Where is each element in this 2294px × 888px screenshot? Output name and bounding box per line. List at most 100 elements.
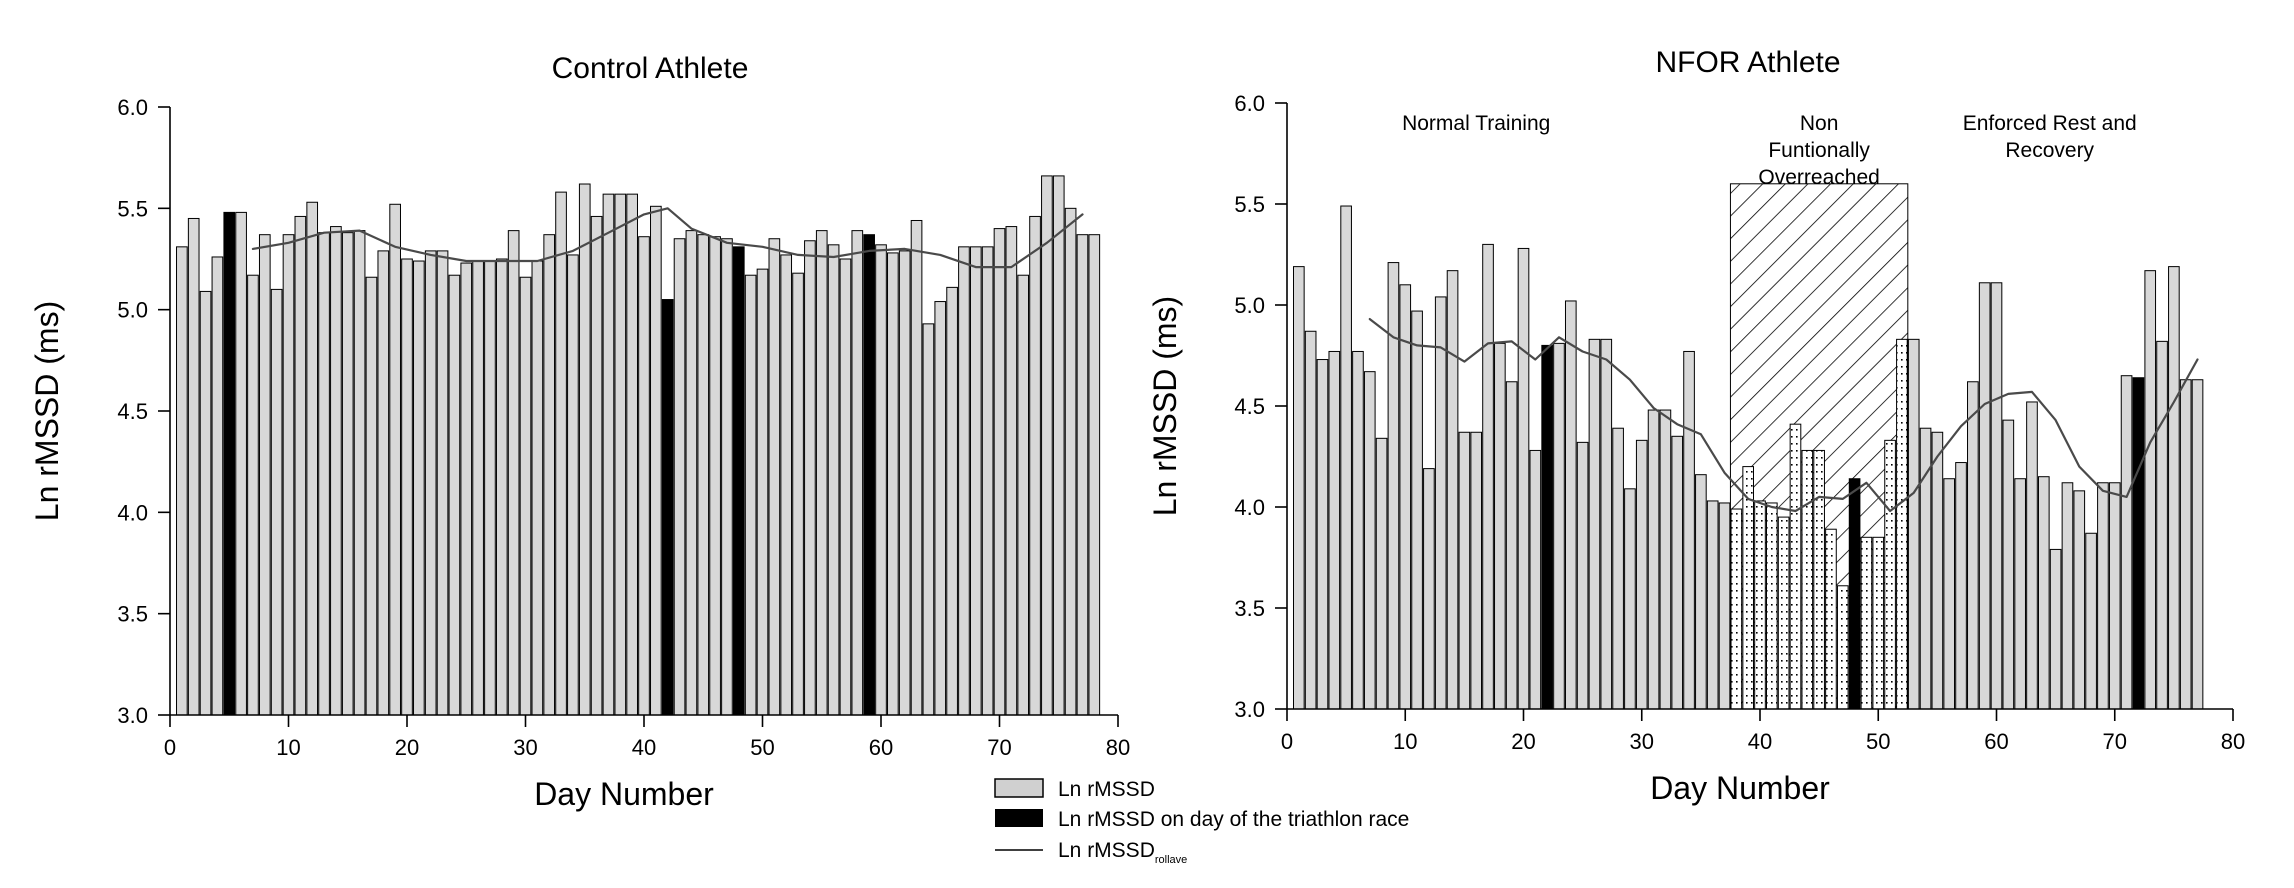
- bar: [1076, 234, 1089, 716]
- bar: [1600, 338, 1613, 710]
- control-athlete-chart: 0 10 20 30 40 50 60 70 80 3.0 3.5 4.0 4.5 5.0 5.5 6.0 Co…: [29, 52, 1130, 812]
- x-tick-label: 0: [164, 735, 176, 760]
- bar: [578, 183, 591, 716]
- bar: [1375, 437, 1388, 710]
- bar: [626, 193, 638, 716]
- x-tick-label: 40: [632, 735, 656, 760]
- bar: [697, 234, 710, 716]
- bar: [910, 219, 923, 716]
- bar: [1304, 330, 1317, 710]
- y-tick-label: 4.0: [1234, 495, 1265, 520]
- phase-label: Funtionally: [1768, 139, 1870, 162]
- y-tick-label: 5.0: [1234, 293, 1265, 318]
- bar: [1683, 350, 1695, 710]
- bar: [1470, 431, 1483, 710]
- y-tick-label: 6.0: [1234, 91, 1265, 116]
- bar: [2061, 482, 2074, 710]
- nfor-athlete-chart: 0 10 20 30 40 50 60 70 80 3.0 3.5 4.0 4.5 5.0 5.5 6.0 NF…: [1147, 46, 2245, 806]
- bar: [638, 236, 650, 716]
- bar: [1635, 439, 1648, 710]
- bar: [2191, 379, 2204, 710]
- bar: [1041, 175, 1053, 716]
- bar: [1387, 262, 1400, 710]
- bar: [1872, 536, 1885, 710]
- bar: [993, 228, 1006, 716]
- bar: [1706, 500, 1719, 710]
- bar: [1482, 243, 1494, 710]
- bar: [1754, 500, 1766, 710]
- y-tick-label: 3.0: [1234, 697, 1265, 722]
- x-axis-label: Day Number: [1650, 770, 1830, 806]
- bar: [2085, 532, 2097, 710]
- y-tick-label: 4.0: [117, 500, 148, 525]
- bar: [341, 232, 354, 716]
- bar: [436, 250, 449, 716]
- bar: [1978, 282, 1991, 710]
- phase-label: Recovery: [2005, 139, 2094, 162]
- bar: [1446, 270, 1459, 710]
- race-day-bar: [1541, 344, 1553, 710]
- bar: [1517, 247, 1530, 710]
- bar: [555, 191, 567, 716]
- bar: [484, 260, 496, 716]
- bar: [1064, 207, 1077, 716]
- bar: [270, 288, 283, 716]
- bar: [1494, 342, 1506, 710]
- bar: [792, 272, 804, 716]
- x-tick-label: 30: [513, 735, 537, 760]
- x-tick-label: 60: [869, 735, 893, 760]
- y-tick-label: 6.0: [117, 95, 148, 120]
- bar: [934, 301, 947, 716]
- x-tick-label: 60: [1984, 729, 2008, 754]
- bar: [353, 230, 366, 716]
- bar: [2179, 379, 2192, 710]
- bar: [804, 240, 816, 716]
- bar: [495, 258, 508, 716]
- bar: [413, 260, 425, 716]
- bar: [1931, 431, 1944, 710]
- y-tick-label: 3.0: [117, 703, 148, 728]
- bar: [1624, 488, 1636, 710]
- bar: [211, 256, 224, 716]
- bar: [1434, 296, 1447, 710]
- bar: [377, 250, 390, 716]
- bar: [1363, 371, 1376, 710]
- race-day-bar: [1848, 478, 1861, 710]
- bar: [2002, 419, 2015, 710]
- y-tick-label: 5.5: [117, 196, 148, 221]
- bar: [448, 274, 461, 716]
- bar: [981, 246, 994, 716]
- bar: [507, 230, 520, 716]
- bar: [969, 246, 982, 716]
- bar: [721, 238, 733, 716]
- bar: [294, 215, 307, 716]
- chart-title: Control Athlete: [552, 52, 749, 85]
- bar: [472, 260, 484, 716]
- bar: [1943, 478, 1956, 710]
- bar: [1730, 508, 1743, 710]
- bar: [1990, 282, 2003, 710]
- y-axis-label: Ln rMSSD (ms): [1147, 296, 1183, 516]
- bar: [1340, 205, 1352, 710]
- bar: [1777, 516, 1790, 710]
- bar: [768, 238, 781, 716]
- bar: [543, 234, 556, 716]
- bar: [1612, 427, 1624, 710]
- bar: [365, 276, 378, 716]
- bar: [2037, 476, 2050, 710]
- bar: [258, 234, 271, 716]
- y-axis-label: Ln rMSSD (ms): [29, 301, 65, 521]
- bar: [1564, 300, 1577, 710]
- bar: [1423, 468, 1435, 710]
- race-day-bar: [863, 234, 875, 716]
- bar: [2014, 478, 2026, 710]
- bar: [946, 286, 958, 716]
- bar: [1907, 338, 1920, 710]
- bar: [235, 211, 247, 716]
- bar: [815, 230, 828, 716]
- bar: [780, 254, 793, 716]
- bar: [424, 250, 437, 716]
- bar: [1052, 175, 1065, 716]
- bar: [318, 232, 330, 716]
- bar: [1742, 466, 1754, 710]
